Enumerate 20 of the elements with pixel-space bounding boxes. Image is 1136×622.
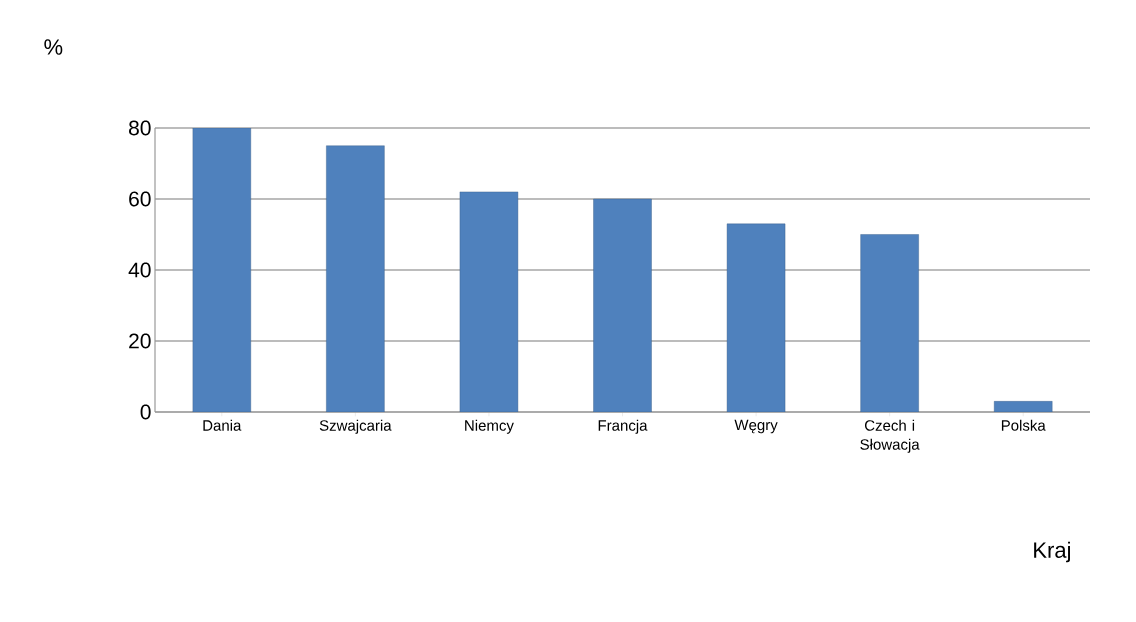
bar	[860, 234, 919, 412]
x-tick-label: Węgry	[734, 419, 778, 434]
y-tick-label: 20	[129, 333, 151, 349]
x-tick-label: Szwajcaria	[319, 419, 392, 434]
x-axis-title: Kraj	[1034, 541, 1070, 563]
x-tick-label: Polska	[1001, 419, 1046, 431]
x-tick-label: Niemcy	[465, 419, 514, 434]
bar	[192, 128, 251, 412]
y-axis-title: %	[44, 39, 63, 55]
y-tick-label: 40	[128, 262, 151, 278]
y-tick-label: 0	[140, 404, 151, 420]
bar	[593, 198, 652, 412]
bar	[459, 191, 519, 412]
bar	[326, 145, 385, 412]
y-tick-label: 80	[129, 120, 151, 136]
x-tick-label: Dania	[203, 419, 242, 431]
y-tick-label: 60	[129, 191, 151, 207]
x-tick-label: Francja	[598, 419, 648, 434]
bar	[726, 223, 786, 412]
x-tick-label: Czech i Słowacja	[860, 419, 920, 453]
